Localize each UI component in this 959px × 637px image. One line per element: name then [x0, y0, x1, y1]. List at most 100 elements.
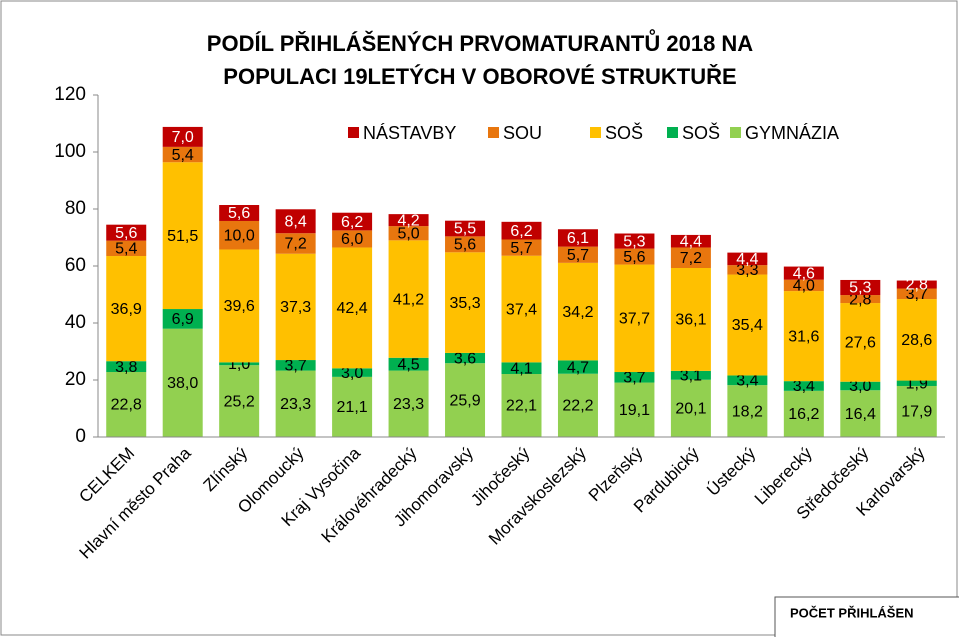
data-label: 5,3	[849, 280, 871, 297]
legend-label: SOŠ	[682, 122, 720, 143]
data-label: 3,4	[793, 378, 815, 395]
data-label: 34,2	[562, 304, 593, 321]
data-label: 31,6	[788, 328, 819, 345]
bar-segment	[219, 365, 260, 437]
bar-segment	[727, 265, 768, 275]
bar-segment	[275, 370, 316, 437]
data-label: 25,9	[449, 392, 480, 409]
bar-segment	[275, 209, 316, 234]
y-tick-label: 120	[54, 84, 86, 105]
bar-segment	[670, 247, 711, 268]
bar-segment	[840, 279, 881, 296]
bar-segment	[727, 252, 768, 266]
data-label: 38,0	[167, 375, 198, 392]
bar-segment	[275, 360, 316, 371]
bar-segment	[332, 230, 373, 248]
data-label: 5,6	[115, 225, 137, 242]
data-label: 35,4	[732, 317, 763, 334]
bar-segment	[896, 280, 937, 289]
legend-label: SOŠ	[605, 122, 643, 143]
chart-title: PODÍL PŘIHLÁŠENÝCH PRVOMATURANTŮ 2018 NA	[207, 28, 754, 56]
bar-segment	[332, 376, 373, 437]
data-label: 22,2	[562, 398, 593, 415]
data-label: 37,7	[619, 311, 650, 328]
bar-segment	[614, 248, 655, 265]
bar-segment	[162, 328, 203, 437]
data-label: 23,3	[280, 396, 311, 413]
bar-segment	[162, 309, 203, 329]
bar-segment	[670, 379, 711, 437]
bar-segment	[219, 205, 260, 221]
bar-segment	[670, 234, 711, 248]
bar-segment	[557, 246, 598, 263]
bar-segment	[445, 220, 486, 237]
bar-segment	[445, 236, 486, 253]
bar-segment	[501, 239, 542, 256]
bar-segment	[332, 212, 373, 231]
bar-segment	[557, 262, 598, 361]
data-label: 39,6	[224, 298, 255, 315]
bar-segment	[896, 385, 937, 437]
data-label: 35,3	[449, 295, 480, 312]
annotation: POČET PŘIHLÁŠEN	[790, 605, 914, 620]
annotation-box	[774, 596, 959, 637]
data-label: 3,7	[285, 358, 307, 375]
bar-segment	[727, 385, 768, 437]
data-label: 4,2	[397, 212, 419, 229]
data-label: 37,4	[506, 301, 537, 318]
bar-segment	[332, 368, 373, 377]
data-label: 6,2	[341, 214, 363, 231]
data-label: 2,8	[849, 291, 871, 308]
bar-segment	[896, 380, 937, 386]
chart-title: POPULACI 19LETÝCH V OBOROVÉ STRUKTUŘE	[223, 64, 736, 89]
data-label: 2,8	[906, 277, 928, 294]
data-label: 16,4	[845, 406, 876, 423]
bar-segment	[501, 255, 542, 363]
y-tick-label: 40	[65, 312, 86, 333]
legend-swatch	[488, 127, 499, 138]
bar-segment	[670, 267, 711, 371]
data-label: 16,2	[788, 406, 819, 423]
bar-segment	[162, 146, 203, 163]
bar-segment	[275, 233, 316, 254]
bar-segment	[162, 162, 203, 310]
data-label: 51,5	[167, 228, 198, 245]
bar-segment	[106, 256, 147, 362]
data-label: 3,0	[849, 378, 871, 395]
data-label: 6,1	[567, 230, 589, 247]
bar-segment	[162, 126, 203, 147]
y-tick-label: 100	[54, 141, 86, 162]
data-label: 8,4	[285, 213, 307, 230]
data-label: 42,4	[337, 300, 368, 317]
bar-segment	[557, 360, 598, 374]
data-label: 7,0	[172, 129, 194, 146]
y-tick-label: 80	[65, 198, 86, 219]
data-label: 4,6	[793, 265, 815, 282]
bar-segment	[388, 357, 429, 371]
legend-label: NÁSTAVBY	[363, 123, 456, 143]
data-label: 5,5	[454, 221, 476, 238]
data-label: 22,1	[506, 398, 537, 415]
data-label: 37,3	[280, 299, 311, 316]
bar-segment	[445, 252, 486, 353]
data-label: 5,4	[115, 241, 137, 258]
bar-segment	[106, 361, 147, 373]
data-label: 3,4	[736, 373, 758, 390]
data-label: 5,6	[623, 249, 645, 266]
y-tick-label: 20	[65, 369, 86, 390]
bar-segment	[501, 221, 542, 240]
data-label: 7,2	[680, 250, 702, 267]
data-label: 5,6	[454, 237, 476, 254]
bar-segment	[332, 247, 373, 369]
bar-segment	[670, 370, 711, 380]
data-label: 21,1	[337, 399, 368, 416]
data-label: 3,0	[341, 365, 363, 382]
bar-segment	[614, 233, 655, 249]
data-label: 18,2	[732, 403, 763, 420]
bar-segment	[614, 382, 655, 437]
legend-swatch	[730, 127, 741, 138]
bar-segment	[388, 226, 429, 241]
data-label: 5,7	[510, 240, 532, 257]
bar-segment	[840, 390, 881, 437]
data-label: 10,0	[224, 227, 255, 244]
